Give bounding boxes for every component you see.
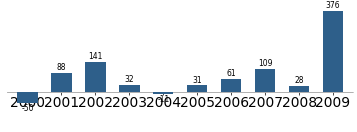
- Bar: [289, 86, 309, 92]
- Bar: [221, 79, 241, 92]
- Bar: [153, 92, 174, 95]
- Bar: [85, 62, 106, 92]
- Bar: [51, 73, 72, 92]
- Text: 109: 109: [258, 59, 272, 68]
- Bar: [187, 85, 207, 92]
- Text: 61: 61: [226, 69, 236, 78]
- Text: -50: -50: [21, 104, 34, 113]
- Text: 32: 32: [125, 75, 134, 84]
- Text: 88: 88: [57, 63, 66, 72]
- Bar: [17, 92, 38, 103]
- Bar: [323, 11, 343, 92]
- Text: 31: 31: [192, 76, 202, 85]
- Text: 376: 376: [326, 1, 340, 10]
- Bar: [255, 69, 275, 92]
- Text: 141: 141: [88, 52, 102, 61]
- Text: 28: 28: [295, 76, 304, 85]
- Bar: [119, 85, 140, 92]
- Text: -11: -11: [157, 95, 170, 104]
